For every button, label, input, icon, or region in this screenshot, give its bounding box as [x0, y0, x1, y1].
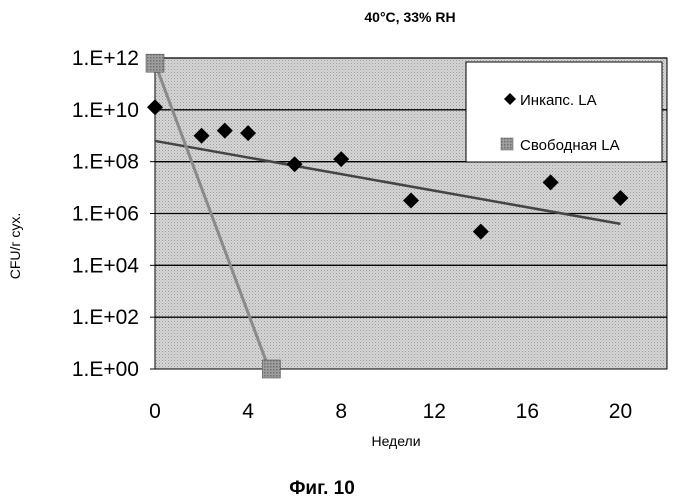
x-axis-label: Недели [371, 433, 420, 449]
data-point-encapsulated [472, 223, 489, 240]
legend-box [465, 61, 663, 163]
legend-square-marker [500, 137, 514, 151]
y-tick-label: 1.E+02 [72, 306, 139, 329]
legend-label-encapsulated: Инкапс. LA [520, 92, 597, 109]
y-tick-label: 1.E+06 [72, 203, 139, 226]
y-axis-label: CFU/г сух. [7, 213, 23, 280]
y-tick-label: 1.E+10 [72, 99, 139, 122]
data-point-encapsulated [612, 189, 629, 206]
data-point-encapsulated [240, 125, 257, 142]
trend-line-encapsulated [154, 139, 621, 226]
chart-title: 40°C, 33% RH [364, 9, 455, 25]
x-tick-label: 12 [423, 400, 446, 423]
data-point-free [262, 359, 281, 379]
data-point-encapsulated [286, 156, 303, 173]
legend-label-free: Свободная LA [520, 137, 620, 154]
legend-diamond-marker [504, 93, 516, 105]
y-tick-label: 1.E+00 [72, 358, 139, 381]
data-point-encapsulated [403, 192, 419, 209]
y-tick-label: 1.E+08 [72, 151, 139, 174]
data-point-encapsulated [193, 127, 210, 144]
x-tick-label: 0 [149, 400, 161, 423]
y-tick-label: 1.E+12 [72, 47, 139, 70]
x-tick-label: 4 [242, 400, 254, 423]
x-tick-label: 20 [609, 400, 632, 423]
y-axis-ticks: 1.E+12 1.E+10 1.E+08 1.E+06 1.E+04 1.E+02 1.E+… [72, 47, 155, 381]
figure-caption: Фиг. 10 [289, 478, 355, 499]
trend-line-free [153, 62, 271, 370]
legend: Инкапс. LA Свободная LA [465, 61, 663, 163]
x-tick-label: 16 [516, 400, 539, 423]
y-tick-label: 1.E+04 [72, 254, 139, 277]
trend-lines [153, 62, 621, 370]
data-point-encapsulated [333, 151, 350, 168]
data-point-encapsulated [542, 174, 559, 191]
x-tick-label: 8 [335, 400, 347, 423]
x-axis-ticks: 0 4 8 12 16 20 [149, 400, 632, 423]
data-point-encapsulated [147, 99, 163, 116]
data-points [145, 53, 629, 379]
data-point-encapsulated [216, 122, 233, 139]
data-point-free [145, 53, 165, 73]
